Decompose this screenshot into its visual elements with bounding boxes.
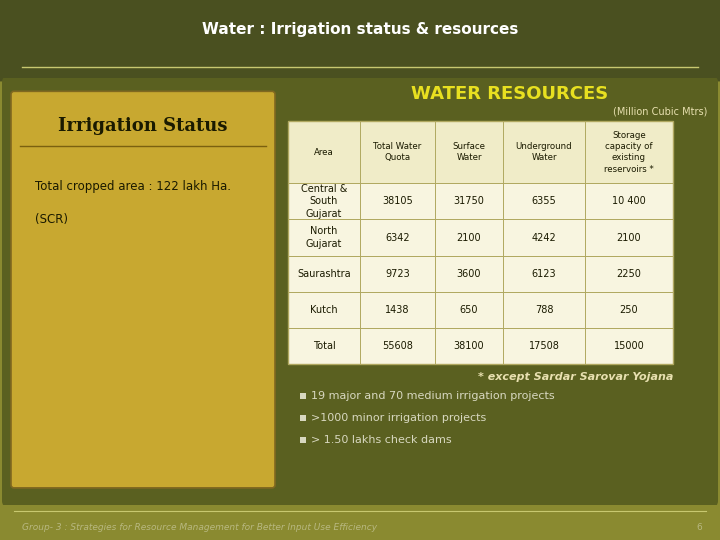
Text: 9723: 9723 <box>385 268 410 279</box>
Text: 17508: 17508 <box>528 341 559 350</box>
Text: >1000 minor irrigation projects: >1000 minor irrigation projects <box>311 413 486 423</box>
FancyBboxPatch shape <box>0 0 720 82</box>
Bar <box>300 437 306 443</box>
Text: Water : Irrigation status & resources: Water : Irrigation status & resources <box>202 22 518 37</box>
Text: North
Gujarat: North Gujarat <box>306 226 342 249</box>
Text: 31750: 31750 <box>454 197 485 206</box>
Text: 1438: 1438 <box>385 305 410 315</box>
Text: Storage
capacity of
existing
reservoirs *: Storage capacity of existing reservoirs … <box>604 131 654 173</box>
Text: Area: Area <box>314 148 334 157</box>
Bar <box>288 219 673 255</box>
Text: 6355: 6355 <box>531 197 557 206</box>
Text: (Million Cubic Mtrs): (Million Cubic Mtrs) <box>613 106 707 116</box>
Text: > 1.50 lakhs check dams: > 1.50 lakhs check dams <box>311 435 451 445</box>
Text: Total: Total <box>312 341 336 350</box>
Text: 10 400: 10 400 <box>612 197 646 206</box>
Text: Total Water
Quota: Total Water Quota <box>374 143 422 163</box>
Text: WATER RESOURCES: WATER RESOURCES <box>411 85 608 103</box>
Bar <box>300 393 306 399</box>
Bar <box>288 292 673 328</box>
Text: 15000: 15000 <box>613 341 644 350</box>
Text: 2100: 2100 <box>617 233 642 242</box>
Bar <box>288 122 673 364</box>
FancyBboxPatch shape <box>2 76 718 507</box>
Text: 55608: 55608 <box>382 341 413 350</box>
Text: Saurashtra: Saurashtra <box>297 268 351 279</box>
Text: 3600: 3600 <box>456 268 481 279</box>
Bar <box>288 184 673 219</box>
Text: (SCR): (SCR) <box>35 213 68 226</box>
Text: 19 major and 70 medium irrigation projects: 19 major and 70 medium irrigation projec… <box>311 391 554 401</box>
Bar <box>288 328 673 364</box>
Text: Total cropped area : 122 lakh Ha.: Total cropped area : 122 lakh Ha. <box>35 180 231 193</box>
Text: 2250: 2250 <box>616 268 642 279</box>
Text: 38105: 38105 <box>382 197 413 206</box>
Bar <box>288 122 673 184</box>
Bar <box>288 255 673 292</box>
Text: Central &
South
Gujarat: Central & South Gujarat <box>301 184 347 219</box>
Text: * except Sardar Sarovar Yojana: * except Sardar Sarovar Yojana <box>477 372 673 382</box>
Text: 6342: 6342 <box>385 233 410 242</box>
Text: 2100: 2100 <box>456 233 481 242</box>
Text: 6123: 6123 <box>531 268 557 279</box>
Text: Underground
Water: Underground Water <box>516 143 572 163</box>
Text: 6: 6 <box>696 523 702 532</box>
Text: 250: 250 <box>620 305 639 315</box>
Text: Group- 3 : Strategies for Resource Management for Better Input Use Efficiency: Group- 3 : Strategies for Resource Manag… <box>22 523 377 532</box>
Text: 4242: 4242 <box>531 233 557 242</box>
Text: Kutch: Kutch <box>310 305 338 315</box>
Text: Surface
Water: Surface Water <box>452 143 485 163</box>
Text: 38100: 38100 <box>454 341 485 350</box>
Bar <box>300 415 306 421</box>
FancyBboxPatch shape <box>11 91 275 488</box>
Text: Irrigation Status: Irrigation Status <box>58 117 228 136</box>
Text: 788: 788 <box>535 305 553 315</box>
Text: 650: 650 <box>460 305 478 315</box>
